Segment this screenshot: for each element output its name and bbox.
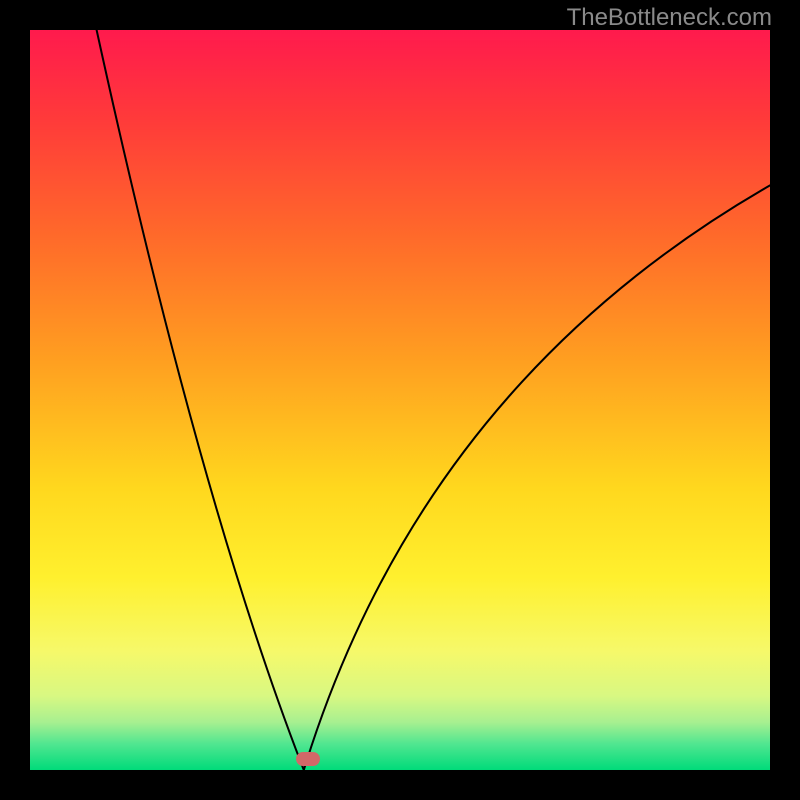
watermark-label: TheBottleneck.com [567,4,772,32]
chart-container: TheBottleneck.com [0,0,800,800]
bottleneck-curve [30,30,770,770]
optimum-marker [296,752,320,766]
watermark-text: TheBottleneck.com [567,4,772,31]
plot-area [30,30,770,770]
